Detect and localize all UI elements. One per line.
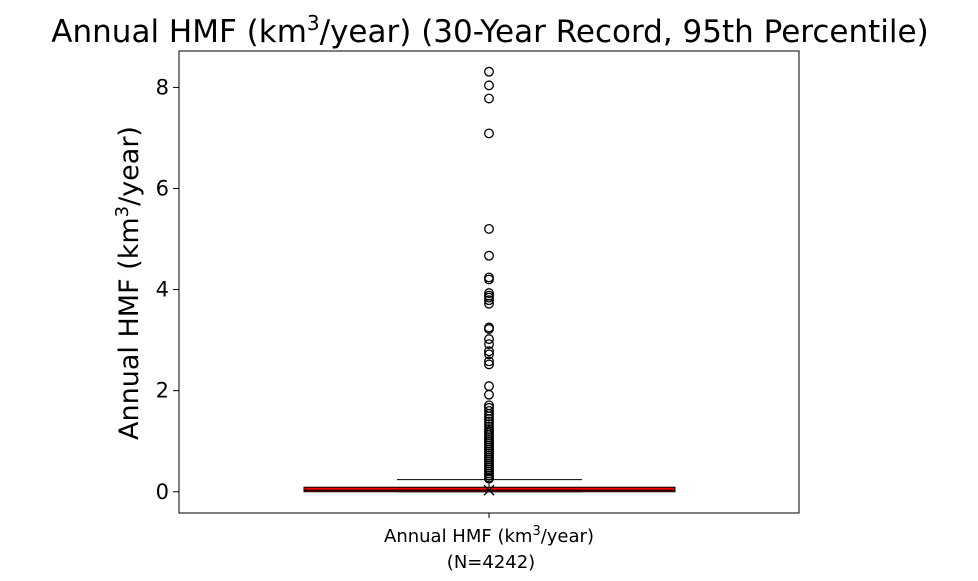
y-axis-label: Annual HMF (km3/year) — [112, 126, 145, 440]
outlier-point — [484, 295, 494, 306]
outlier-point — [484, 298, 494, 309]
box-plot — [303, 66, 676, 496]
outlier-point — [484, 93, 494, 104]
outlier-point — [484, 324, 494, 334]
outlier-point — [484, 408, 494, 419]
x-category-label: Annual HMF (km3/year) — [384, 524, 594, 547]
outlier-point — [484, 381, 494, 392]
y-tick-label: 8 — [156, 75, 169, 99]
outlier-point — [484, 473, 494, 484]
outlier-point — [484, 128, 494, 139]
outlier-point — [484, 334, 494, 345]
y-tick-label: 6 — [156, 176, 169, 200]
outlier-point — [484, 66, 494, 77]
outlier-point — [484, 359, 494, 370]
outlier-point — [484, 414, 494, 424]
outlier-point — [484, 292, 494, 303]
outlier-point — [484, 346, 494, 357]
outliers — [484, 66, 494, 484]
y-axis-ticks: 0 2 4 6 8 — [156, 75, 179, 504]
y-tick-label: 4 — [156, 278, 169, 302]
mean-marker — [483, 484, 495, 496]
outlier-point — [484, 349, 494, 360]
outlier-point — [484, 339, 494, 350]
outlier-point — [484, 272, 494, 283]
x-sample-size-label: (N=4242) — [447, 552, 535, 573]
outlier-point — [484, 250, 494, 261]
y-tick-label: 2 — [156, 379, 169, 403]
chart-title: Annual HMF (km3/year) (30-Year Record, 9… — [51, 11, 928, 50]
outlier-point — [484, 80, 494, 91]
outlier-point — [484, 288, 494, 299]
outlier-point — [484, 411, 494, 422]
outlier-point — [484, 274, 494, 285]
y-tick-label: 0 — [156, 480, 169, 504]
outlier-point — [484, 389, 494, 400]
outlier-point — [484, 223, 494, 234]
outlier-point — [484, 416, 494, 427]
outlier-point — [484, 356, 494, 367]
